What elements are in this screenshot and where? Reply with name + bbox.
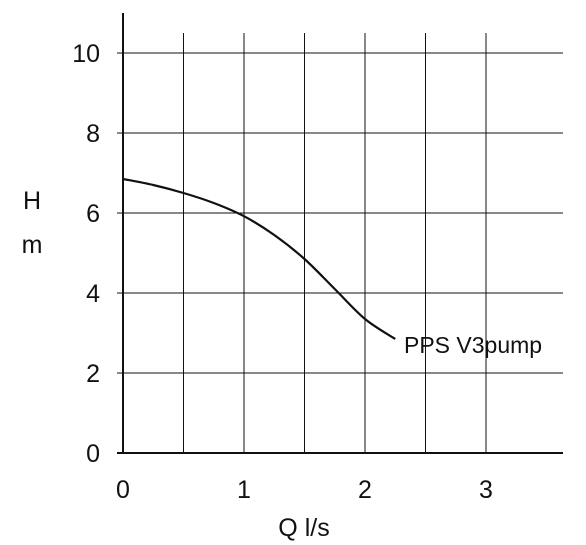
x-tick-label: 1 bbox=[237, 476, 251, 504]
series-line-pps-v3pump bbox=[122, 177, 396, 340]
axes bbox=[117, 13, 563, 454]
grid-lines bbox=[117, 33, 563, 453]
y-tick-label: 4 bbox=[86, 280, 100, 308]
x-tick-label: 2 bbox=[358, 476, 372, 504]
y-tick-label: 10 bbox=[72, 40, 100, 68]
y-axis-title-line2: m bbox=[22, 231, 43, 259]
y-tick-label: 2 bbox=[86, 360, 100, 388]
y-axis-title-line1: H bbox=[23, 187, 41, 215]
x-tick-label: 0 bbox=[116, 476, 130, 504]
x-axis-title: Q l/s bbox=[278, 514, 329, 542]
series-annotation: PPS V3pump bbox=[404, 332, 542, 358]
y-tick-label: 8 bbox=[86, 120, 100, 148]
x-tick-label: 3 bbox=[479, 476, 493, 504]
y-tick-label: 0 bbox=[86, 440, 100, 468]
series-layer bbox=[122, 177, 396, 340]
tick-labels: 0 2 4 6 8 10 0 1 2 3 bbox=[72, 40, 493, 504]
y-tick-label: 6 bbox=[86, 200, 100, 228]
